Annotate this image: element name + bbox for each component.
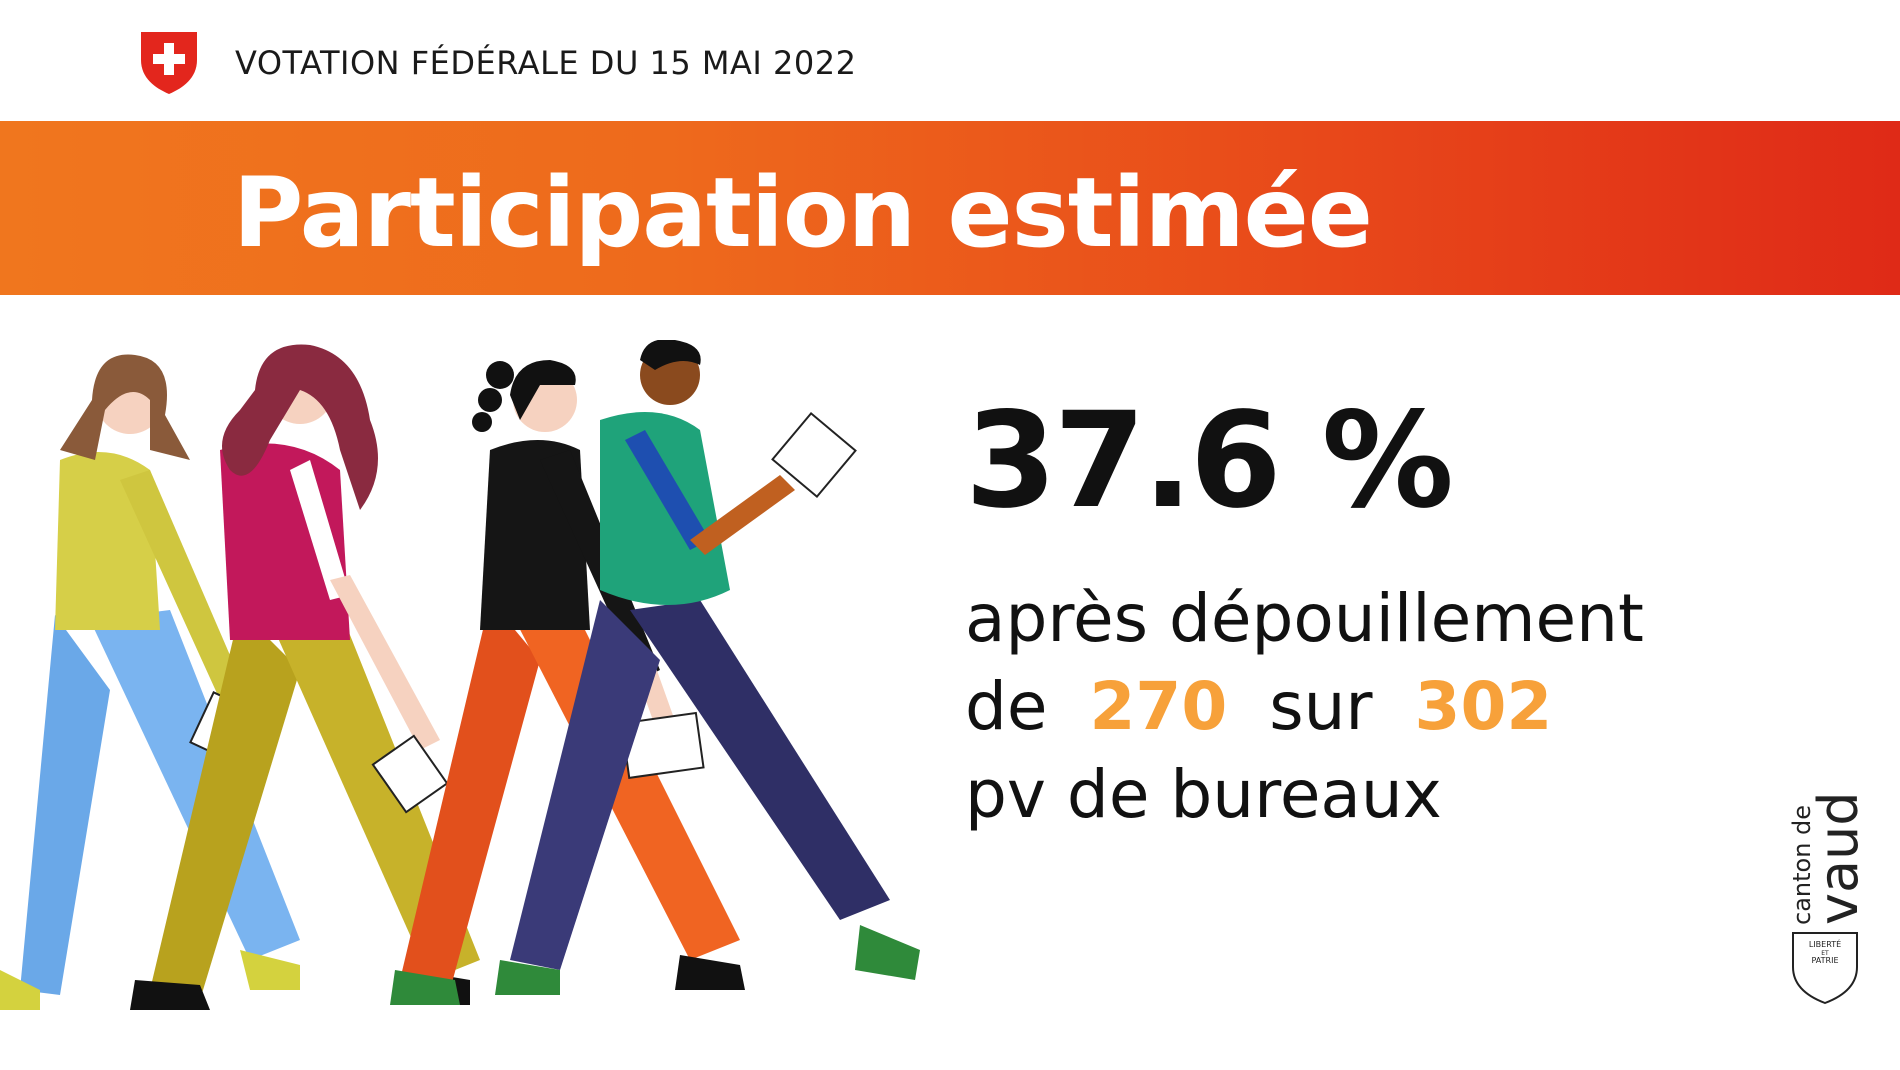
participation-percent: 37.6 % xyxy=(965,384,1454,538)
counted-count: 270 xyxy=(1089,668,1228,745)
logo-text-bottom: vaud xyxy=(1807,791,1865,925)
swiss-shield-icon xyxy=(141,32,197,94)
title-banner: Participation estimée xyxy=(0,121,1900,295)
voter-4-figure xyxy=(495,340,920,995)
header-title: VOTATION FÉDÉRALE DU 15 MAI 2022 xyxy=(235,44,857,82)
stat-line-2: de 270 sur 302 xyxy=(965,663,1765,751)
vaud-shield-icon xyxy=(1792,932,1858,1005)
header: VOTATION FÉDÉRALE DU 15 MAI 2022 xyxy=(0,0,1900,120)
total-count: 302 xyxy=(1414,668,1553,745)
banner-title: Participation estimée xyxy=(233,157,1373,269)
voter-3-figure xyxy=(390,360,745,1005)
svg-text:PATRIE: PATRIE xyxy=(1811,956,1838,965)
svg-text:LIBERTÉ: LIBERTÉ xyxy=(1809,938,1841,949)
voter-2-figure xyxy=(130,344,480,1010)
statistics-block: 37.6 % après dépouillement de 270 sur 30… xyxy=(965,395,1765,839)
svg-text:ET: ET xyxy=(1821,950,1829,957)
walking-voters-illustration xyxy=(0,340,920,1010)
stat-line-3: pv de bureaux xyxy=(965,756,1442,833)
stat-line-2-mid: sur xyxy=(1269,668,1373,745)
logo-text-top: canton de xyxy=(1788,805,1816,925)
canton-de-vaud-logo: canton de vaud LIBERTÉ ET PATRIE xyxy=(1788,791,1865,1005)
stat-line-1: après dépouillement xyxy=(965,580,1644,657)
voter-1-figure xyxy=(0,354,300,1010)
stat-description: après dépouillement de 270 sur 302 pv de… xyxy=(965,575,1765,839)
stat-line-2-prefix: de xyxy=(965,668,1048,745)
